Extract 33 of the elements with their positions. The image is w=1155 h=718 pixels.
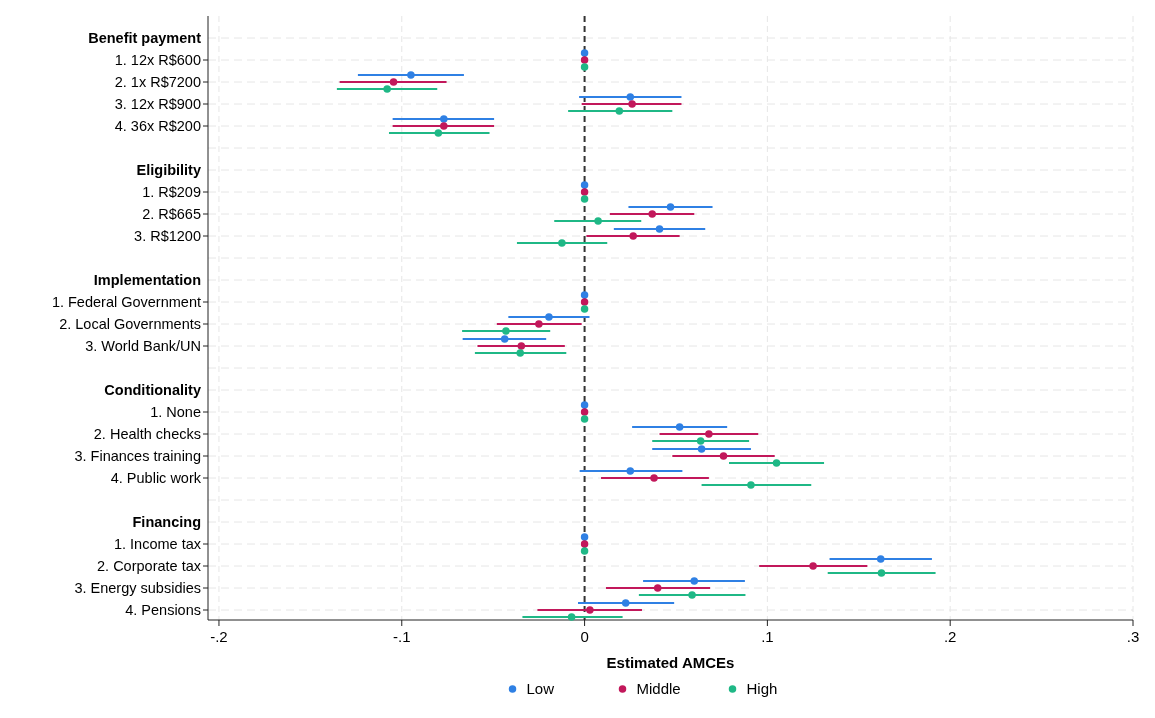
y-tick-label: 1. None [150, 404, 201, 420]
y-tick-label: 3. Energy subsidies [74, 580, 201, 596]
y-tick-label: 3. R$1200 [134, 228, 201, 244]
y-tick-label: 4. Pensions [125, 602, 201, 618]
y-tick-label: Conditionality [104, 382, 201, 398]
x-axis-title: Estimated AMCEs [606, 654, 735, 671]
y-tick-label: 2. Health checks [93, 426, 201, 442]
y-tick-label: 3. Finances training [74, 448, 201, 464]
x-tick-label: .1 [761, 628, 774, 645]
y-tick-label: 2. R$665 [142, 206, 201, 222]
y-tick-label: 2. Corporate tax [97, 558, 202, 574]
y-tick-label: 4. Public work [110, 470, 202, 486]
y-tick-label: Eligibility [136, 162, 201, 178]
y-tick-label: Implementation [93, 272, 201, 288]
x-tick-label: .2 [943, 628, 957, 645]
x-tick-label: -.2 [210, 628, 228, 645]
y-tick-label: 1. R$209 [142, 184, 201, 200]
y-tick-label: 1. Federal Government [51, 294, 201, 310]
legend-label: Middle [636, 680, 681, 697]
y-tick-label: Benefit payment [88, 30, 202, 46]
y-tick-label: 2. Local Governments [59, 316, 201, 332]
y-tick-label: 1. Income tax [113, 536, 202, 552]
y-tick-label: 4. 36x R$200 [114, 118, 201, 134]
legend-label: High [746, 680, 778, 697]
x-tick-label: 0 [580, 628, 589, 645]
y-tick-label: 3. World Bank/UN [85, 338, 201, 354]
y-tick-label: 3. 12x R$900 [114, 96, 201, 112]
y-tick-label: Financing [132, 514, 201, 530]
y-tick-label: 1. 12x R$600 [114, 52, 201, 68]
x-tick-label: -.1 [393, 628, 411, 645]
x-tick-label: .3 [1126, 628, 1140, 645]
y-tick-label: 2. 1x R$7200 [114, 74, 201, 90]
legend-label: Low [526, 680, 555, 697]
